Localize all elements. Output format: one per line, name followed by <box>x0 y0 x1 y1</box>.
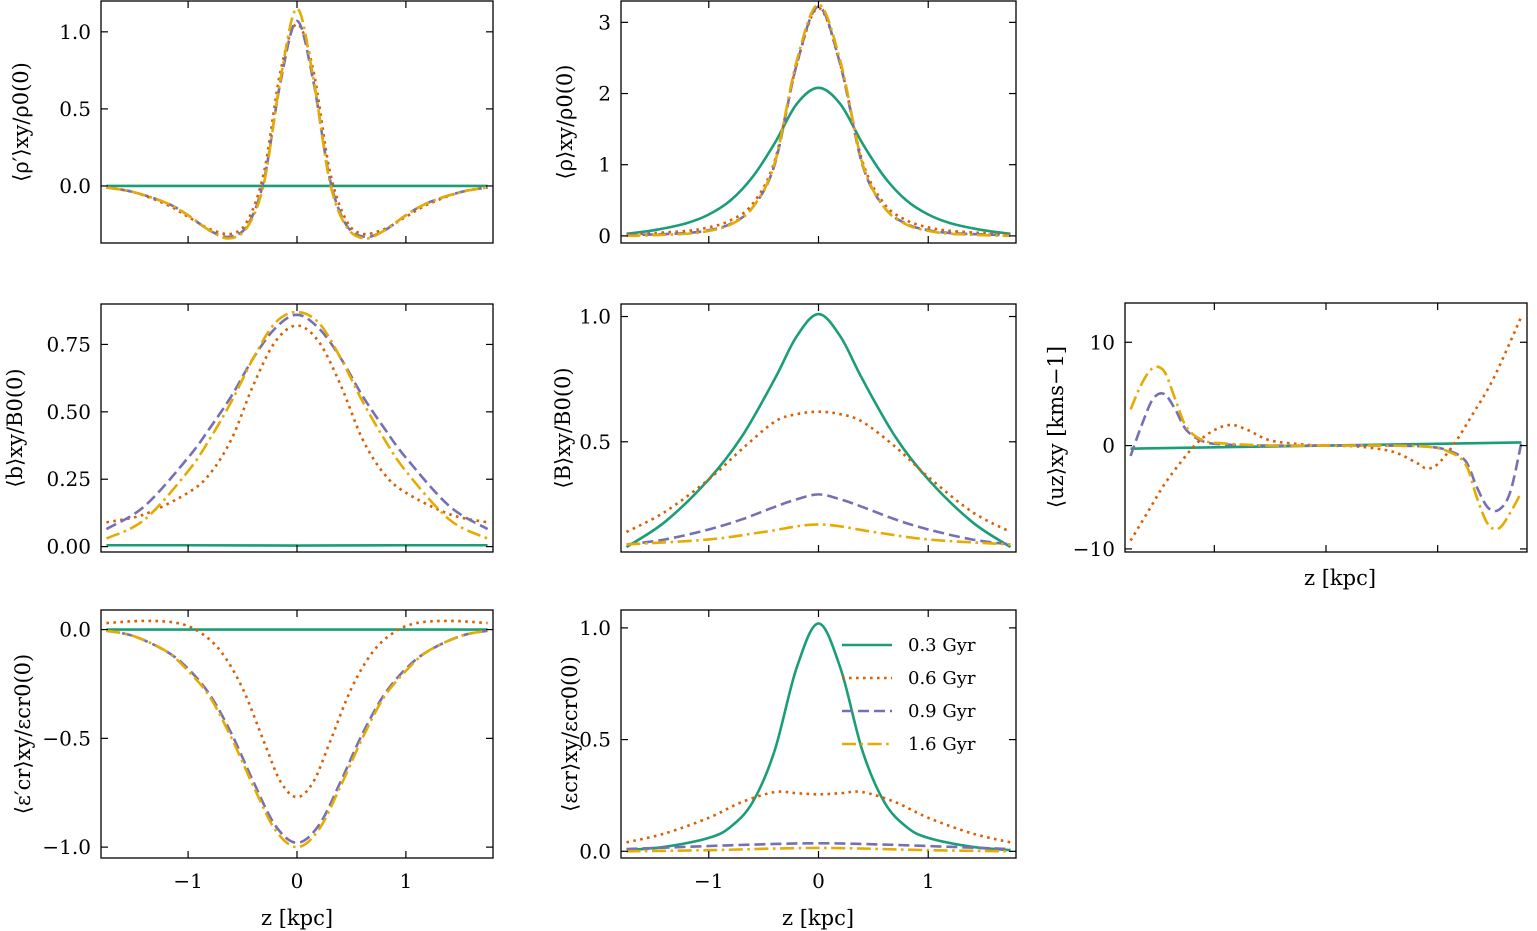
legend-label: 0.3 Gyr <box>908 635 976 656</box>
y-tick-label: 0.0 <box>579 839 611 863</box>
panel-rho_prime: 0.0 0.5 1.0 ⟨ρ′⟩xy/ρ0(0) <box>9 0 494 244</box>
y-tick-label: 0.25 <box>46 467 91 491</box>
axes-frame <box>620 303 1017 553</box>
panel-b: 0.00 0.25 0.50 0.75 ⟨b⟩xy/B0(0) <box>3 303 494 559</box>
series-b-16 <box>105 310 489 540</box>
panel-B: 0.5 1.0 ⟨B⟩xy/B0(0) <box>551 303 1017 553</box>
legend-label: 0.6 Gyr <box>908 668 976 689</box>
y-tick-label: −1.0 <box>42 835 91 859</box>
series-B-03 <box>625 312 1012 549</box>
series-B-06 <box>625 410 1012 534</box>
series-ecr-06 <box>626 790 1011 844</box>
series-b-09 <box>105 313 489 531</box>
y-tick-label: −10 <box>1073 537 1115 561</box>
x-tick-label: −1 <box>173 869 202 893</box>
y-tick-label: 0.5 <box>579 430 611 454</box>
series-B-09 <box>626 493 1011 546</box>
y-axis-label: ⟨εcr⟩xy/εcr0(0) <box>558 656 582 812</box>
y-tick-label: 2 <box>598 82 611 106</box>
panel-rho: 0 1 2 3 ⟨ρ⟩xy/ρ0(0) <box>553 0 1017 248</box>
panel-ecr: −1 0 1 0.0 0.5 1.0 ⟨εcr⟩xy/εcr0(0) z [kpc] <box>558 609 1017 930</box>
y-tick-label: 1.0 <box>579 305 611 329</box>
axes-frame <box>100 303 494 553</box>
axes-frame <box>620 0 1017 244</box>
x-axis-label: z [kpc] <box>782 906 854 930</box>
y-tick-label: −0.5 <box>42 726 91 750</box>
y-axis-label: ⟨b⟩xy/B0(0) <box>3 368 27 487</box>
x-axis-label: z [kpc] <box>1304 566 1376 590</box>
x-axis-label: z [kpc] <box>261 906 333 930</box>
series-rho-16 <box>626 3 1011 238</box>
y-tick-label: 0.5 <box>579 728 611 752</box>
x-tick-label: 0 <box>812 869 825 893</box>
series-rho-06 <box>626 6 1011 236</box>
series-ecr_prime-16 <box>106 629 488 849</box>
series-rho_prime-16 <box>106 7 488 240</box>
series-ecr_prime-09 <box>106 629 488 845</box>
y-tick-label: 0.00 <box>46 535 91 559</box>
series-ecr-16 <box>626 846 1011 853</box>
y-axis-label: ⟨B⟩xy/B0(0) <box>551 367 575 488</box>
series-rho-03 <box>626 86 1011 236</box>
y-tick-label: 1.0 <box>59 20 91 44</box>
y-tick-label: 0.0 <box>59 174 91 198</box>
y-tick-label: 1 <box>598 153 611 177</box>
x-tick-label: 1 <box>400 869 413 893</box>
series-rho-09 <box>626 5 1011 237</box>
panel-ecr_prime: −1 0 1 −1.0 −0.5 0.0 ⟨ε′cr⟩xy/εcr0(0) z [kpc] <box>11 609 494 930</box>
series-ecr_prime-06 <box>106 619 488 799</box>
series-uz-16 <box>1129 365 1523 531</box>
y-tick-label: 3 <box>598 10 611 34</box>
series-b-06 <box>106 324 488 524</box>
y-tick-label: 0.5 <box>59 97 91 121</box>
y-axis-label: ⟨ε′cr⟩xy/εcr0(0) <box>11 654 35 814</box>
y-tick-label: 0 <box>1102 434 1115 458</box>
series-B-16 <box>626 523 1011 546</box>
y-tick-label: 0.75 <box>46 332 91 356</box>
x-tick-label: 0 <box>291 869 304 893</box>
legend-label: 0.9 Gyr <box>908 701 976 722</box>
panel-uz: −10 0 10 ⟨uz⟩xy [kms−1] z [kpc] <box>1044 302 1528 590</box>
series-ecr-09 <box>626 841 1011 851</box>
series-uz-06 <box>1129 315 1523 542</box>
x-tick-label: −1 <box>694 869 723 893</box>
x-tick-label: 1 <box>922 869 935 893</box>
legend-label: 1.6 Gyr <box>908 734 976 755</box>
series-ecr-03 <box>626 622 1011 852</box>
y-axis-label: ⟨ρ⟩xy/ρ0(0) <box>553 65 577 180</box>
y-tick-label: 0 <box>598 224 611 248</box>
legend: 0.3 Gyr 0.6 Gyr 0.9 Gyr 1.6 Gyr <box>842 635 976 755</box>
axes-frame <box>100 0 494 244</box>
y-axis-label: ⟨uz⟩xy [kms−1] <box>1044 346 1068 508</box>
y-axis-label: ⟨ρ′⟩xy/ρ0(0) <box>9 62 33 182</box>
y-tick-label: 10 <box>1090 330 1115 354</box>
y-tick-label: 0.50 <box>46 400 91 424</box>
y-tick-label: 0.0 <box>59 618 91 642</box>
series-rho_prime-09 <box>106 19 488 239</box>
y-tick-label: 1.0 <box>579 616 611 640</box>
